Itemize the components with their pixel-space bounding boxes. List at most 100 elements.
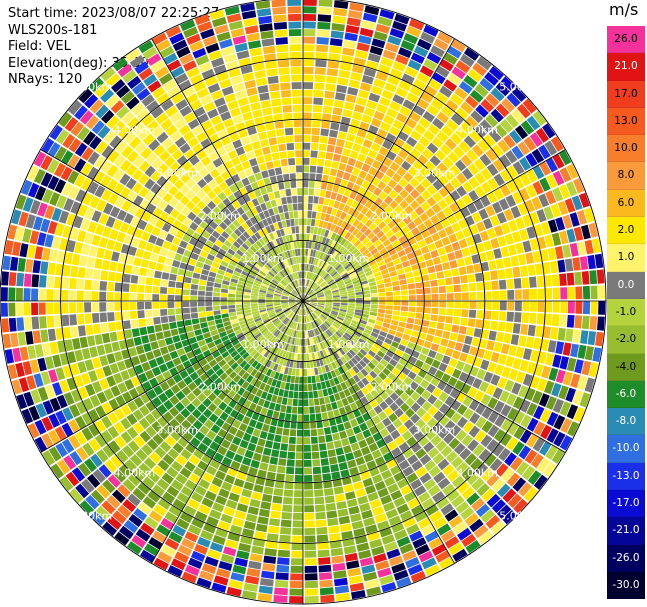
velocity-bin	[200, 94, 213, 106]
velocity-bin	[550, 327, 559, 340]
velocity-bin	[502, 509, 517, 525]
velocity-bin	[383, 185, 393, 195]
velocity-bin	[278, 332, 285, 340]
velocity-bin	[310, 368, 315, 376]
velocity-bin	[324, 238, 330, 246]
velocity-bin	[179, 354, 189, 363]
velocity-bin	[379, 527, 393, 538]
velocity-bin	[313, 337, 317, 345]
velocity-bin	[196, 149, 208, 160]
velocity-bin	[251, 327, 259, 334]
velocity-bin	[190, 301, 198, 307]
velocity-bin	[560, 418, 573, 434]
velocity-bin	[39, 275, 47, 288]
velocity-bin	[162, 240, 172, 250]
velocity-bin	[291, 550, 303, 558]
velocity-bin	[423, 24, 439, 37]
velocity-bin	[291, 291, 298, 297]
velocity-bin	[492, 301, 500, 310]
velocity-bin	[287, 150, 295, 158]
velocity-bin	[287, 227, 292, 235]
velocity-bin	[271, 449, 280, 458]
velocity-bin	[264, 479, 275, 488]
velocity-bin	[193, 448, 204, 460]
velocity-bin	[305, 346, 309, 354]
velocity-bin	[313, 97, 323, 105]
velocity-bin	[293, 505, 303, 513]
velocity-bin	[265, 234, 272, 242]
velocity-bin	[258, 292, 266, 296]
velocity-bin	[351, 200, 359, 209]
velocity-bin	[286, 143, 295, 151]
velocity-bin	[520, 265, 529, 277]
velocity-bin	[120, 404, 132, 417]
velocity-bin	[437, 477, 451, 490]
velocity-bin	[490, 108, 504, 123]
velocity-bin	[335, 416, 343, 425]
velocity-bin	[386, 296, 394, 301]
velocity-bin	[190, 312, 199, 319]
velocity-bin	[129, 293, 137, 301]
velocity-bin	[231, 256, 240, 264]
velocity-bin	[432, 491, 445, 503]
velocity-bin	[449, 388, 460, 399]
velocity-bin	[363, 267, 372, 273]
velocity-bin	[258, 346, 265, 354]
velocity-bin	[460, 101, 474, 115]
velocity-bin	[303, 338, 306, 346]
velocity-bin	[119, 159, 132, 172]
velocity-bin	[539, 441, 552, 456]
velocity-bin	[409, 257, 418, 266]
velocity-bin	[227, 264, 236, 271]
velocity-bin	[84, 290, 92, 301]
velocity-bin	[265, 360, 272, 368]
velocity-bin	[309, 264, 313, 272]
velocity-bin	[238, 277, 247, 283]
velocity-bin	[290, 352, 295, 361]
velocity-bin	[340, 211, 347, 220]
velocity-bin	[250, 102, 261, 111]
velocity-bin	[355, 303, 363, 307]
velocity-bin	[116, 209, 127, 221]
velocity-bin	[403, 376, 413, 386]
velocity-bin	[455, 127, 468, 140]
velocity-bin	[277, 340, 283, 348]
velocity-bin	[313, 390, 319, 399]
velocity-bin	[454, 249, 463, 259]
velocity-bin	[495, 463, 509, 477]
velocity-bin	[399, 316, 407, 323]
range-ring-label: 5.00km	[71, 81, 113, 94]
velocity-bin	[237, 280, 246, 286]
velocity-bin	[376, 316, 384, 322]
velocity-bin	[485, 250, 495, 261]
velocity-bin	[11, 209, 22, 225]
velocity-bin	[263, 486, 274, 495]
velocity-bin	[321, 236, 327, 245]
velocity-bin	[258, 296, 266, 299]
velocity-bin	[275, 274, 282, 281]
velocity-bin	[289, 296, 296, 299]
velocity-bin	[249, 47, 263, 57]
velocity-bin	[280, 404, 287, 413]
velocity-bin	[76, 126, 90, 141]
velocity-bin	[294, 306, 299, 313]
velocity-bin	[370, 358, 379, 366]
velocity-bin	[260, 246, 268, 254]
velocity-bin	[492, 387, 503, 400]
velocity-bin	[201, 563, 217, 574]
velocity-bin	[144, 178, 156, 190]
velocity-bin	[372, 474, 383, 484]
velocity-bin	[589, 270, 598, 285]
velocity-bin	[285, 235, 290, 243]
velocity-bin	[330, 464, 340, 473]
velocity-bin	[476, 368, 487, 380]
velocity-bin	[66, 213, 77, 227]
velocity-bin	[177, 544, 193, 557]
velocity-bin	[250, 256, 258, 263]
velocity-bin	[420, 91, 434, 104]
velocity-bin	[382, 49, 397, 60]
velocity-bin	[338, 268, 346, 275]
velocity-bin	[229, 312, 237, 317]
velocity-bin	[216, 31, 231, 42]
velocity-bin	[436, 210, 447, 221]
